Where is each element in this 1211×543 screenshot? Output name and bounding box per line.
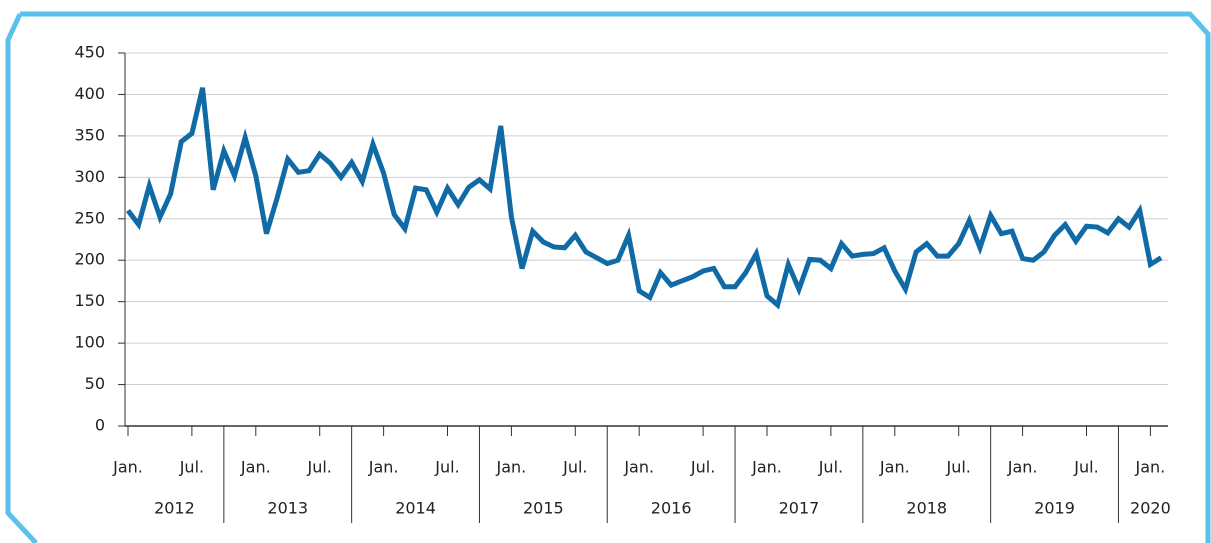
year-label: 2020	[1130, 499, 1171, 518]
x-tick-label: Jan.	[751, 458, 782, 477]
year-label: 2013	[267, 499, 308, 518]
year-label: 2014	[395, 499, 436, 518]
data-line	[126, 87, 1163, 310]
y-tick-label: 0	[95, 416, 105, 435]
y-tick-label: 200	[74, 250, 105, 269]
year-label: 2019	[1034, 499, 1075, 518]
y-tick-label: 250	[74, 208, 105, 227]
y-tick-label: 350	[74, 125, 105, 144]
x-tick-label: Jul.	[179, 458, 204, 477]
x-tick-label: Jan.	[1135, 458, 1166, 477]
year-label: 2018	[906, 499, 947, 518]
x-tick-label: Jul.	[1073, 458, 1098, 477]
x-tick-label: Jan.	[1007, 458, 1038, 477]
year-label: 2015	[523, 499, 564, 518]
x-tick-label: Jul.	[307, 458, 332, 477]
frame	[5, 11, 1211, 543]
x-tick-label: Jul.	[946, 458, 971, 477]
x-tick-label: Jul.	[690, 458, 715, 477]
y-tick-label: 400	[74, 84, 105, 103]
y-tick-label: 450	[74, 43, 105, 62]
x-tick-label: Jul.	[818, 458, 843, 477]
year-label: 2017	[779, 499, 820, 518]
year-label: 2012	[154, 499, 195, 518]
year-label: 2016	[651, 499, 692, 518]
y-tick-label: 300	[74, 167, 105, 186]
x-tick-label: Jan.	[623, 458, 654, 477]
y-tick-label: 150	[74, 291, 105, 310]
x-tick-label: Jul.	[562, 458, 587, 477]
y-tick-label: 100	[74, 333, 105, 352]
x-tick-label: Jan.	[112, 458, 143, 477]
x-tick-label: Jan.	[879, 458, 910, 477]
x-tick-label: Jan.	[240, 458, 271, 477]
x-tick-label: Jan.	[496, 458, 527, 477]
x-tick-label: Jan.	[368, 458, 399, 477]
x-tick-label: Jul.	[434, 458, 459, 477]
y-tick-label: 50	[85, 374, 105, 393]
